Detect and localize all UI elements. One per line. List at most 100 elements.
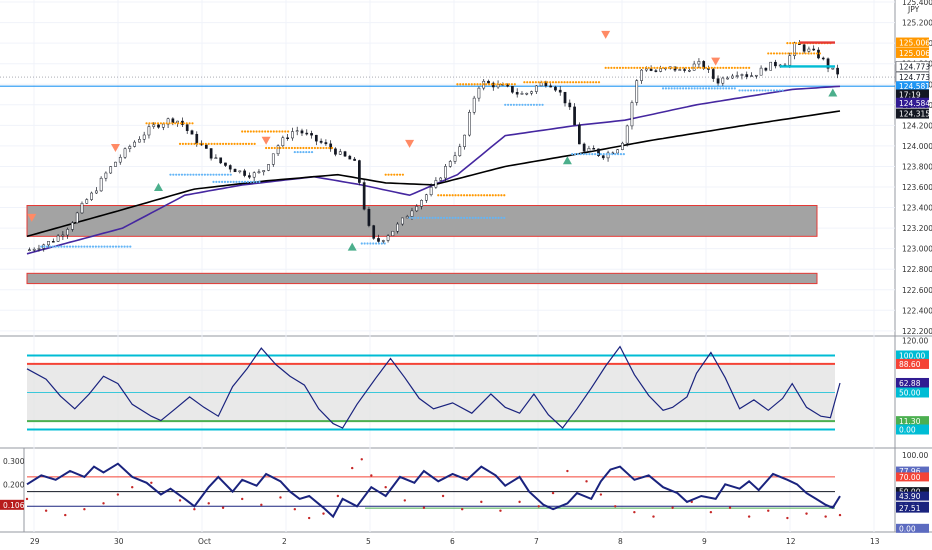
candle-body <box>726 77 729 80</box>
sell-triangle-icon <box>405 139 415 148</box>
horizontal-price-line[interactable] <box>0 76 895 87</box>
stop-dot-orange <box>299 146 302 150</box>
stop-dot-orange <box>798 52 801 55</box>
stop-dot-blue <box>198 173 201 176</box>
candle-body <box>463 134 466 147</box>
candle-body <box>487 80 490 84</box>
candlestick-series <box>28 40 839 252</box>
oscillator-2-dot <box>44 509 48 512</box>
stop-dot-orange <box>488 194 492 197</box>
candle-body <box>300 130 304 134</box>
candle-body <box>334 148 337 155</box>
stop-dot-orange <box>778 52 781 55</box>
stop-dot-blue <box>106 245 109 248</box>
stop-dot-orange <box>325 146 328 150</box>
candle-body <box>506 84 509 87</box>
stop-dot-orange <box>795 52 799 55</box>
candle-body <box>262 170 266 173</box>
stop-dot-orange <box>221 142 225 145</box>
stop-dot-blue <box>419 216 423 219</box>
stop-dot-orange <box>618 66 622 69</box>
candle-body <box>75 212 79 224</box>
candle-body <box>525 92 529 95</box>
candle-body <box>257 171 261 174</box>
stop-dot-blue <box>71 245 75 248</box>
stop-dot-blue <box>764 89 767 92</box>
stop-dot-blue <box>485 216 489 219</box>
zone-rectangle[interactable] <box>26 205 818 237</box>
zone-rectangle[interactable] <box>26 272 818 285</box>
stop-dot-blue <box>775 89 778 92</box>
candle-body <box>391 230 395 237</box>
stop-dot-orange <box>473 83 476 86</box>
stop-dot-orange <box>704 66 708 69</box>
stop-dot-blue <box>383 242 386 245</box>
stop-dot-orange <box>213 142 216 145</box>
price-tag <box>895 61 930 72</box>
oscillator-2-dot <box>25 497 29 501</box>
price-tick-label: 123.200 <box>902 224 932 233</box>
candle-body <box>688 70 691 72</box>
stop-dot-orange <box>560 81 563 84</box>
candle-body <box>362 182 366 210</box>
stop-dot-blue <box>614 153 617 156</box>
stop-dot-blue <box>761 89 764 92</box>
stop-dot-orange <box>661 66 665 69</box>
stop-dot-blue <box>509 103 513 106</box>
oscillator-2-dot <box>150 481 153 484</box>
stop-dot-blue <box>223 180 227 183</box>
stop-dot-orange <box>463 194 466 197</box>
candle-body <box>601 155 605 159</box>
stop-dot-orange <box>249 130 252 133</box>
stop-dot-blue <box>48 245 52 248</box>
stop-dot-blue <box>451 216 454 219</box>
oscillator-1-tag-label: 100.00 <box>899 352 925 361</box>
stop-dot-orange <box>290 146 294 150</box>
oscillator-2-dot <box>83 508 86 511</box>
candle-body <box>319 140 323 143</box>
stop-dot-orange <box>393 173 396 176</box>
stop-dot-blue <box>693 87 696 90</box>
candle-body <box>793 42 796 56</box>
stop-dot-orange <box>644 66 647 69</box>
candle-body <box>468 111 471 136</box>
stop-dot-orange <box>454 194 457 197</box>
stop-dot-blue <box>682 87 685 90</box>
stop-dot-orange <box>557 81 560 84</box>
candle-body <box>85 199 89 204</box>
candle-body <box>152 124 156 127</box>
candle-body <box>238 170 242 173</box>
candle-body <box>573 106 576 126</box>
candle-body <box>424 194 428 201</box>
candle-body <box>99 177 103 192</box>
candle-body <box>228 165 232 170</box>
oscillator-2-dot <box>403 499 407 502</box>
stop-dot-blue <box>428 216 431 219</box>
stop-dot-orange <box>252 130 255 133</box>
stop-dot-blue <box>483 216 486 219</box>
support-resistance-zones <box>26 205 818 285</box>
oscillator-2-dot <box>614 505 617 508</box>
moving-average-black[interactable] <box>26 110 841 238</box>
price-tick-label: 123.800 <box>902 162 932 171</box>
stop-dot-orange <box>396 173 399 176</box>
stop-dot-blue <box>221 173 224 176</box>
stop-dot-orange <box>177 122 180 125</box>
stop-dot-orange <box>384 173 387 176</box>
stop-dot-blue <box>494 216 497 219</box>
candle-body <box>138 139 141 143</box>
stop-dot-orange <box>736 66 739 69</box>
stop-dot-blue <box>246 180 250 183</box>
oscillator-2-tag <box>896 466 929 476</box>
grid-lines <box>0 0 895 532</box>
stop-dot-orange <box>537 81 540 84</box>
candle-body <box>381 240 385 242</box>
oscillator-2-tag <box>896 503 929 513</box>
time-axis[interactable]: 29 30 Oct 2 5 6 7 8 9 12 13 <box>30 537 880 546</box>
candle-body <box>291 131 294 139</box>
stop-dot-blue <box>518 103 521 106</box>
candle-body <box>649 68 653 71</box>
stop-dot-orange <box>459 83 462 86</box>
stop-dot-blue <box>515 103 518 106</box>
